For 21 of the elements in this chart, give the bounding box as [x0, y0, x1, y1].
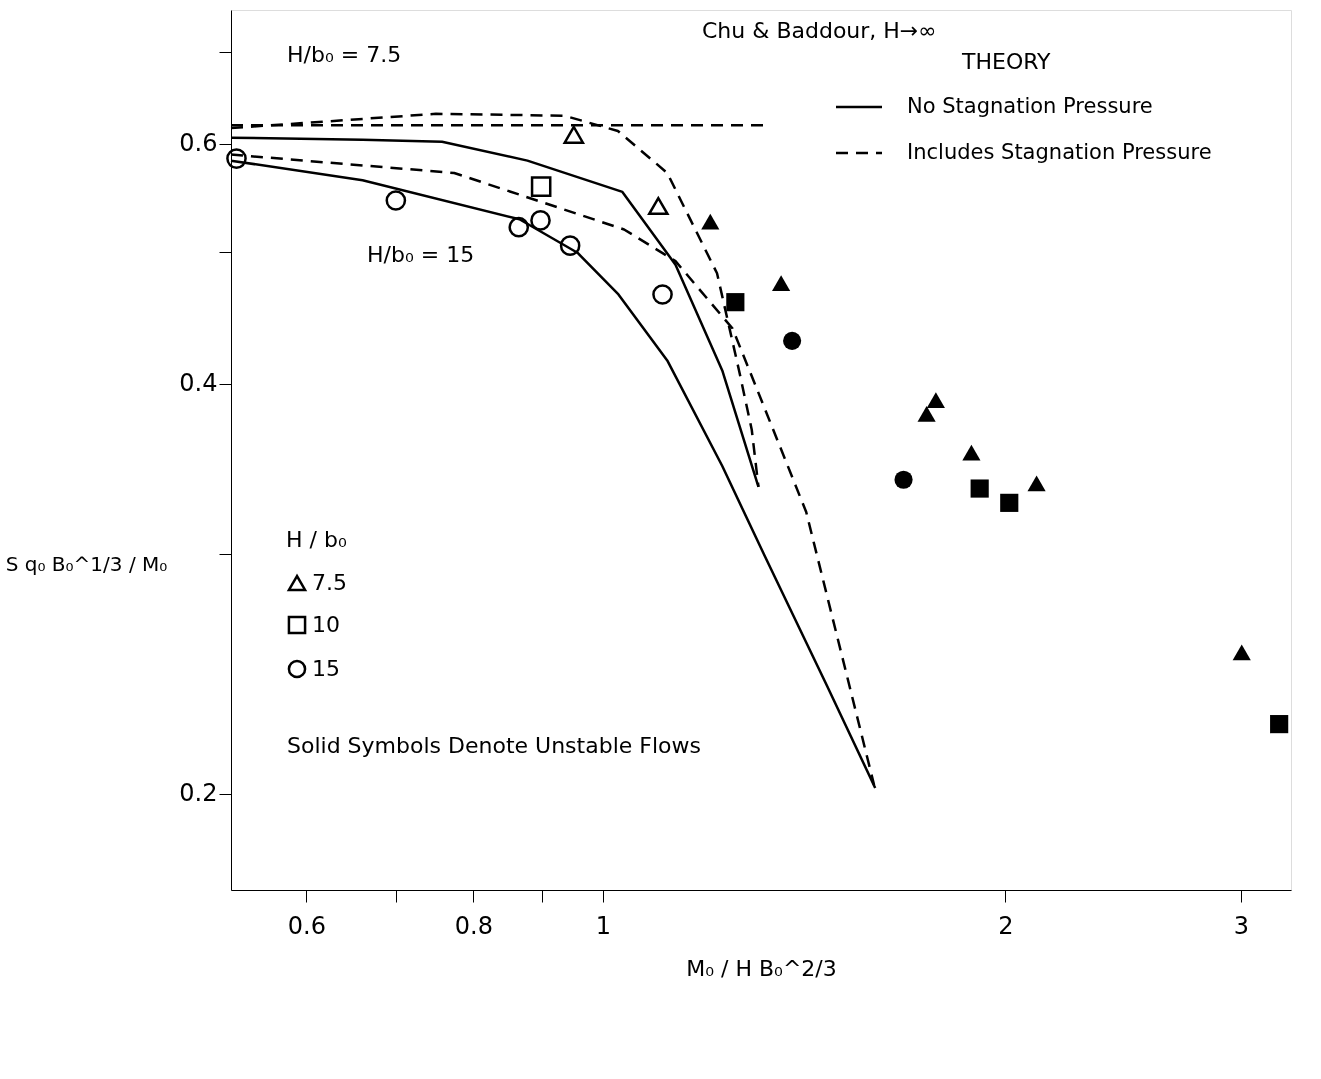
x-axis-title: M₀ / H B₀^2/3: [686, 955, 837, 981]
x-tick-label: 2: [998, 911, 1014, 940]
x-tick-label: 0.6: [287, 911, 326, 940]
annotation: H/b₀ = 7.5: [287, 42, 402, 67]
legend-label: Includes Stagnation Pressure: [907, 140, 1212, 164]
annotation: THEORY: [961, 49, 1052, 74]
x-tick-label: 0.8: [454, 911, 493, 940]
y-tick-label: 0.4: [179, 369, 218, 398]
legend-label: 7.5: [312, 570, 347, 595]
legend-title: H / b₀: [286, 527, 347, 552]
legend-label: 15: [312, 656, 340, 681]
annotation: H/b₀ = 15: [367, 242, 475, 267]
legend-label: 10: [312, 612, 340, 637]
x-tick-label: 1: [595, 911, 612, 940]
y-tick-label: 0.6: [179, 129, 218, 158]
legend-label: No Stagnation Pressure: [907, 94, 1153, 118]
y-axis-title: S q₀ B₀^1/3 / M₀: [5, 551, 168, 576]
x-tick-label: 3: [1233, 911, 1250, 940]
y-tick-label: 0.2: [179, 779, 218, 808]
annotation: Chu & Baddour, H→∞: [702, 18, 937, 43]
annotation: Solid Symbols Denote Unstable Flows: [287, 733, 701, 758]
